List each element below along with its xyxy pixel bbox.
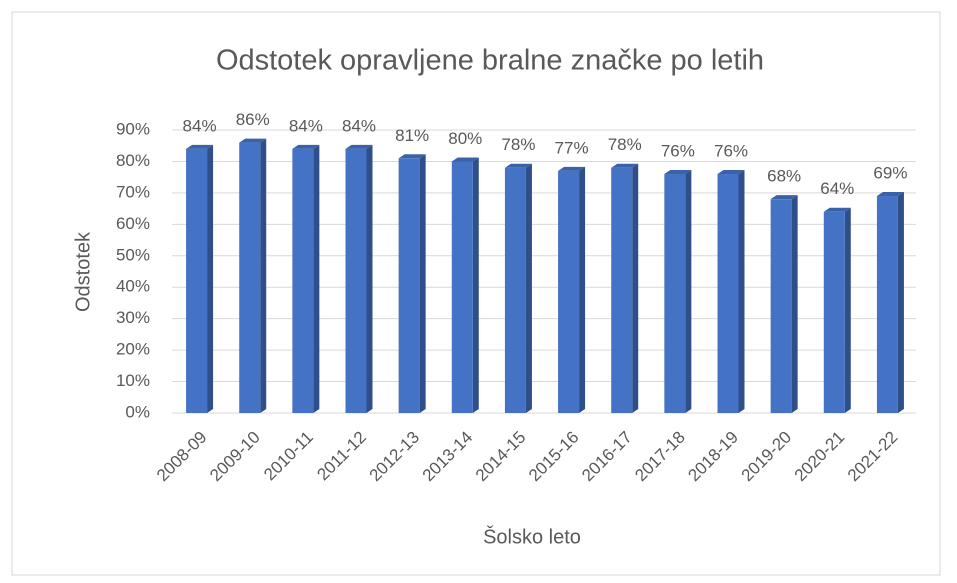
- data-label: 69%: [873, 164, 907, 183]
- bar: [558, 170, 580, 413]
- y-tick-label: 90%: [116, 119, 150, 138]
- bar-top: [398, 154, 426, 159]
- bar: [451, 161, 473, 413]
- chart-title: Odstotek opravljene bralne značke po let…: [216, 45, 764, 77]
- bar: [398, 158, 420, 413]
- bar-side: [738, 170, 745, 413]
- bar-side: [844, 207, 851, 413]
- bar: [770, 199, 792, 413]
- bar-side: [632, 163, 639, 413]
- y-tick-label: 80%: [116, 151, 150, 170]
- data-label: 80%: [448, 129, 482, 148]
- y-axis-title: Odstotek: [72, 231, 94, 312]
- bar-top: [186, 144, 214, 149]
- bar-side: [579, 166, 586, 413]
- bar-side: [260, 138, 267, 414]
- bar: [504, 167, 526, 413]
- bar-top: [239, 138, 267, 143]
- bar-side: [897, 192, 904, 413]
- data-label: 84%: [183, 116, 217, 135]
- bar-side: [419, 154, 426, 414]
- bar-top: [292, 144, 320, 149]
- data-label: 68%: [767, 167, 801, 186]
- data-label: 78%: [608, 135, 642, 154]
- bar-top: [876, 192, 904, 197]
- data-label: 86%: [236, 110, 270, 129]
- y-tick-label: 70%: [116, 182, 150, 201]
- bar-side: [472, 157, 479, 413]
- bar: [239, 142, 261, 414]
- data-label: 81%: [395, 126, 429, 145]
- y-tick-label: 40%: [116, 277, 150, 296]
- bar: [876, 196, 898, 413]
- y-tick-label: 60%: [116, 214, 150, 233]
- bar: [717, 174, 739, 413]
- bar: [345, 148, 367, 413]
- bar-top: [451, 157, 479, 162]
- bar-side: [525, 163, 532, 413]
- data-label: 76%: [714, 142, 748, 161]
- bar-top: [504, 163, 532, 168]
- bar-top: [823, 207, 851, 212]
- bar: [664, 174, 686, 413]
- bar-side: [207, 144, 214, 413]
- bar: [823, 211, 845, 413]
- bar-side: [791, 195, 798, 413]
- data-label: 78%: [501, 135, 535, 154]
- y-tick-label: 50%: [116, 245, 150, 264]
- x-axis-title: Šolsko leto: [483, 525, 581, 548]
- data-label: 84%: [289, 116, 323, 135]
- bar-top: [558, 166, 586, 171]
- data-label: 64%: [820, 179, 854, 198]
- bar-side: [685, 170, 692, 413]
- bar-top: [345, 144, 373, 149]
- bar: [611, 167, 633, 413]
- bar-top: [770, 195, 798, 200]
- bar: [292, 148, 314, 413]
- y-tick-label: 20%: [116, 340, 150, 359]
- y-tick-label: 10%: [116, 371, 150, 390]
- data-label: 76%: [661, 142, 695, 161]
- bar-top: [664, 170, 692, 175]
- bar-side: [366, 144, 373, 413]
- y-tick-label: 30%: [116, 308, 150, 327]
- data-label: 84%: [342, 116, 376, 135]
- bar-top: [611, 163, 639, 168]
- bar: [186, 148, 208, 413]
- bar-side: [313, 144, 320, 413]
- bar-top: [717, 170, 745, 175]
- data-label: 77%: [555, 138, 589, 157]
- y-tick-label: 0%: [125, 402, 150, 421]
